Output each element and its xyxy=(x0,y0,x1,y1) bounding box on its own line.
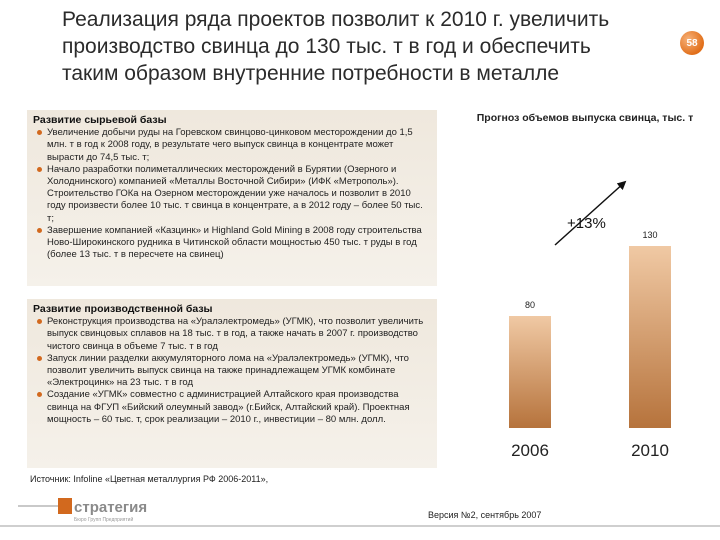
list-item: Создание «УГМК» совместно с администраци… xyxy=(37,389,429,426)
chart-title: Прогноз объемов выпуска свинца, тыс. т xyxy=(476,112,694,124)
raw-materials-list: Увеличение добычи руды на Горевском свин… xyxy=(33,127,429,261)
growth-annotation: +13% xyxy=(567,215,606,232)
svg-text:стратегия: стратегия xyxy=(74,499,147,516)
bar-2006 xyxy=(509,316,551,428)
version-label: Версия №2, сентябрь 2007 xyxy=(428,510,542,520)
value-label-2010: 130 xyxy=(642,230,657,240)
source-note: Источник: Infoline «Цветная металлургия … xyxy=(30,474,269,484)
bar-2010 xyxy=(629,246,671,428)
page-number-badge: 58 xyxy=(680,31,704,55)
production-heading: Развитие производственной базы xyxy=(33,303,213,315)
list-item: Увеличение добычи руды на Горевском свин… xyxy=(37,127,429,164)
production-panel: Развитие производственной базы Реконстру… xyxy=(27,299,437,468)
raw-materials-panel: Развитие сырьевой базы Увеличение добычи… xyxy=(27,110,437,286)
value-label-2006: 80 xyxy=(525,300,535,310)
footer-divider xyxy=(0,525,720,527)
list-item: Реконструкция производства на «Уралэлект… xyxy=(37,316,429,353)
production-list: Реконструкция производства на «Уралэлект… xyxy=(33,316,429,426)
list-item: Завершение компанией «Казцинк» и Highlan… xyxy=(37,225,429,262)
svg-text:Бюро Групп Предприятий: Бюро Групп Предприятий xyxy=(74,516,133,523)
page-title: Реализация ряда проектов позволит к 2010… xyxy=(62,8,610,85)
category-label-2006: 2006 xyxy=(511,441,549,460)
growth-arrow xyxy=(554,180,627,246)
raw-materials-heading: Развитие сырьевой базы xyxy=(33,114,167,126)
company-logo: стратегия Бюро Групп Предприятий xyxy=(18,498,147,523)
list-item: Запуск линии разделки аккумуляторного ло… xyxy=(37,353,429,390)
lead-output-chart: 80 2006 130 2010 +13% xyxy=(509,180,671,460)
category-label-2010: 2010 xyxy=(631,441,669,460)
list-item: Начало разработки полиметаллических мест… xyxy=(37,164,429,225)
